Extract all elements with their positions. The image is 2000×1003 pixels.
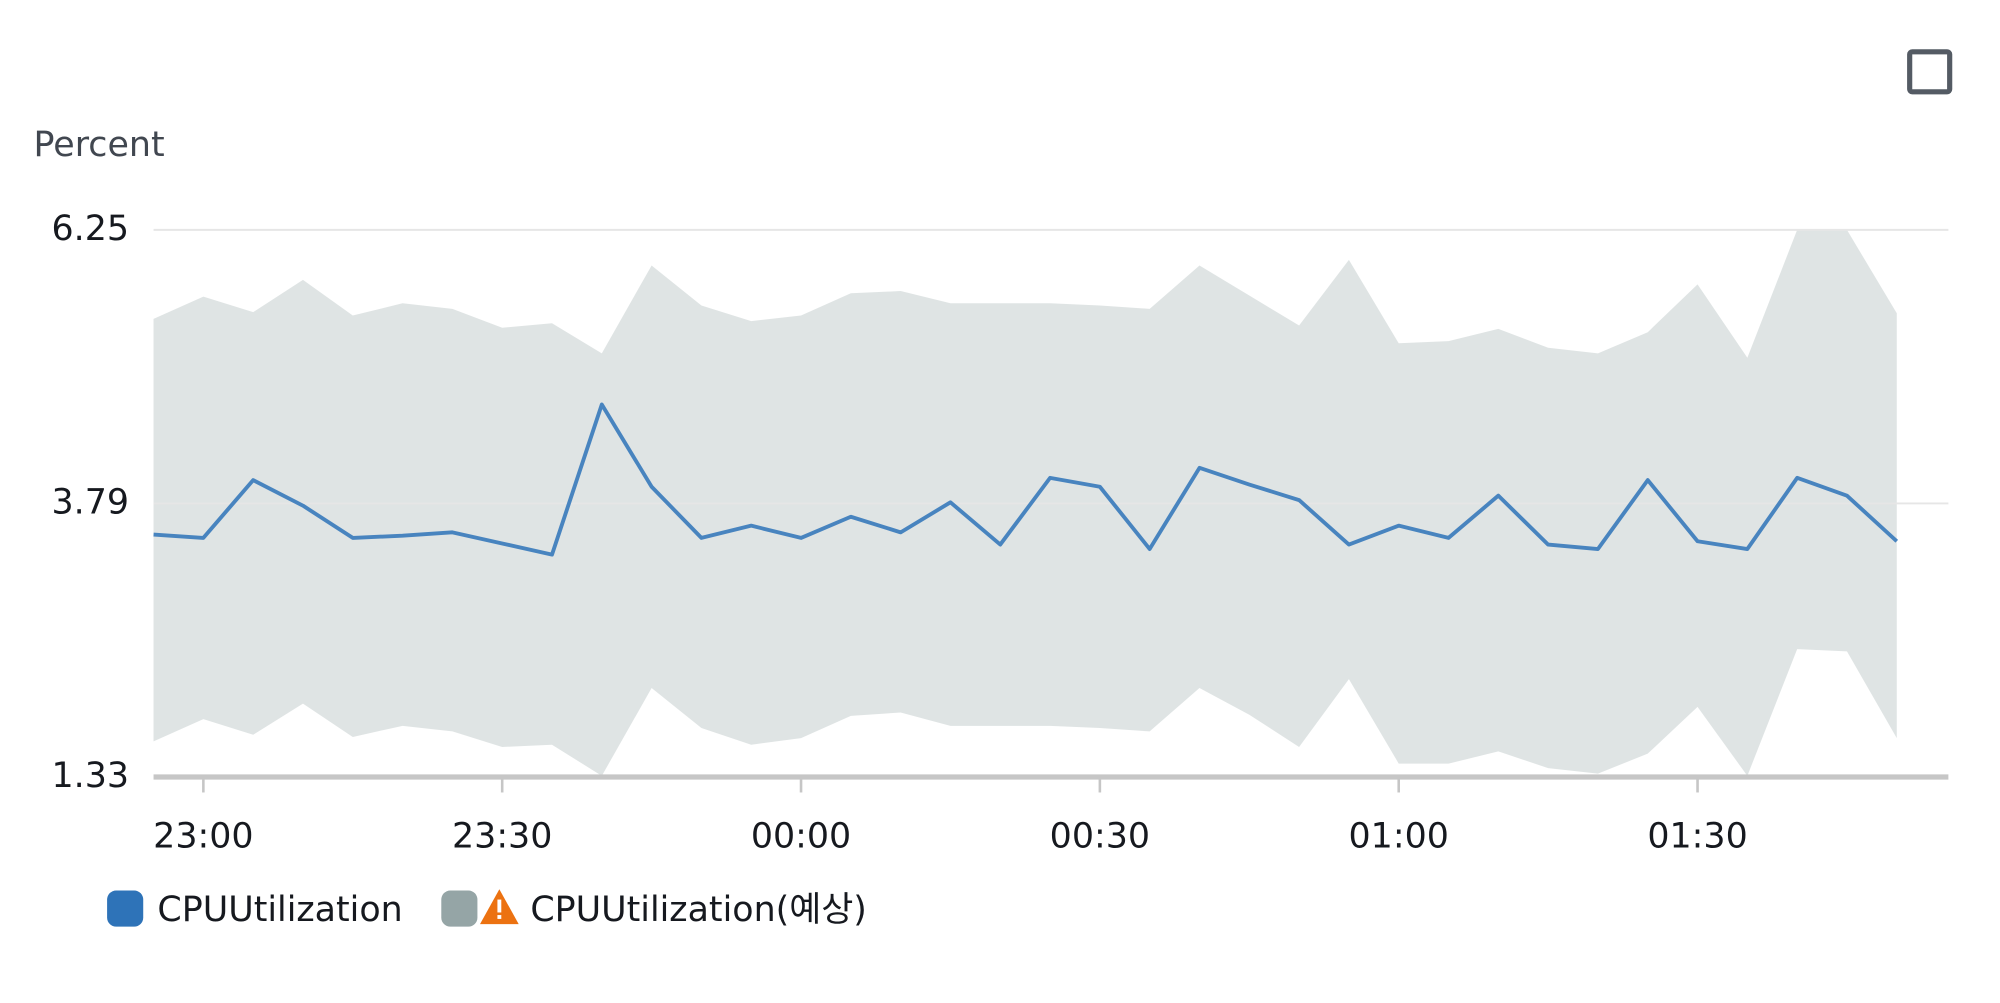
y-tick-label: 6.25 bbox=[51, 209, 129, 249]
plot-area: 1.33 3.79 6.25 23:00 23:30 00:00 00:30 01:00 01:… bbox=[51, 209, 1949, 857]
x-tick-label: 00:30 bbox=[1050, 817, 1150, 857]
expand-button[interactable] bbox=[1907, 49, 1953, 95]
expand-arrows[interactable] bbox=[1914, 56, 1945, 87]
x-tick-label: 23:00 bbox=[153, 817, 253, 857]
x-tick-label: 01:00 bbox=[1349, 817, 1449, 857]
legend-label: CPUUtilization(예상) bbox=[530, 890, 867, 930]
x-tick-label: 01:30 bbox=[1647, 817, 1747, 857]
x-tick-label: 23:30 bbox=[452, 817, 552, 857]
data-line bbox=[153, 402, 1899, 557]
legend-label: CPUUtilization bbox=[157, 890, 402, 930]
y-axis-label: Percent bbox=[34, 125, 165, 165]
legend-swatch bbox=[107, 890, 144, 927]
y-tick-label: 3.79 bbox=[51, 482, 129, 522]
warning-mark bbox=[497, 899, 502, 913]
legend: CPUUtilization CPUUtilization(예상) bbox=[107, 889, 867, 930]
expand-icon[interactable] bbox=[1907, 49, 1953, 95]
legend-swatch bbox=[441, 890, 478, 927]
x-tick-label: 00:00 bbox=[751, 817, 851, 857]
y-tick-label: 1.33 bbox=[51, 756, 129, 796]
warning-dot bbox=[497, 915, 502, 919]
